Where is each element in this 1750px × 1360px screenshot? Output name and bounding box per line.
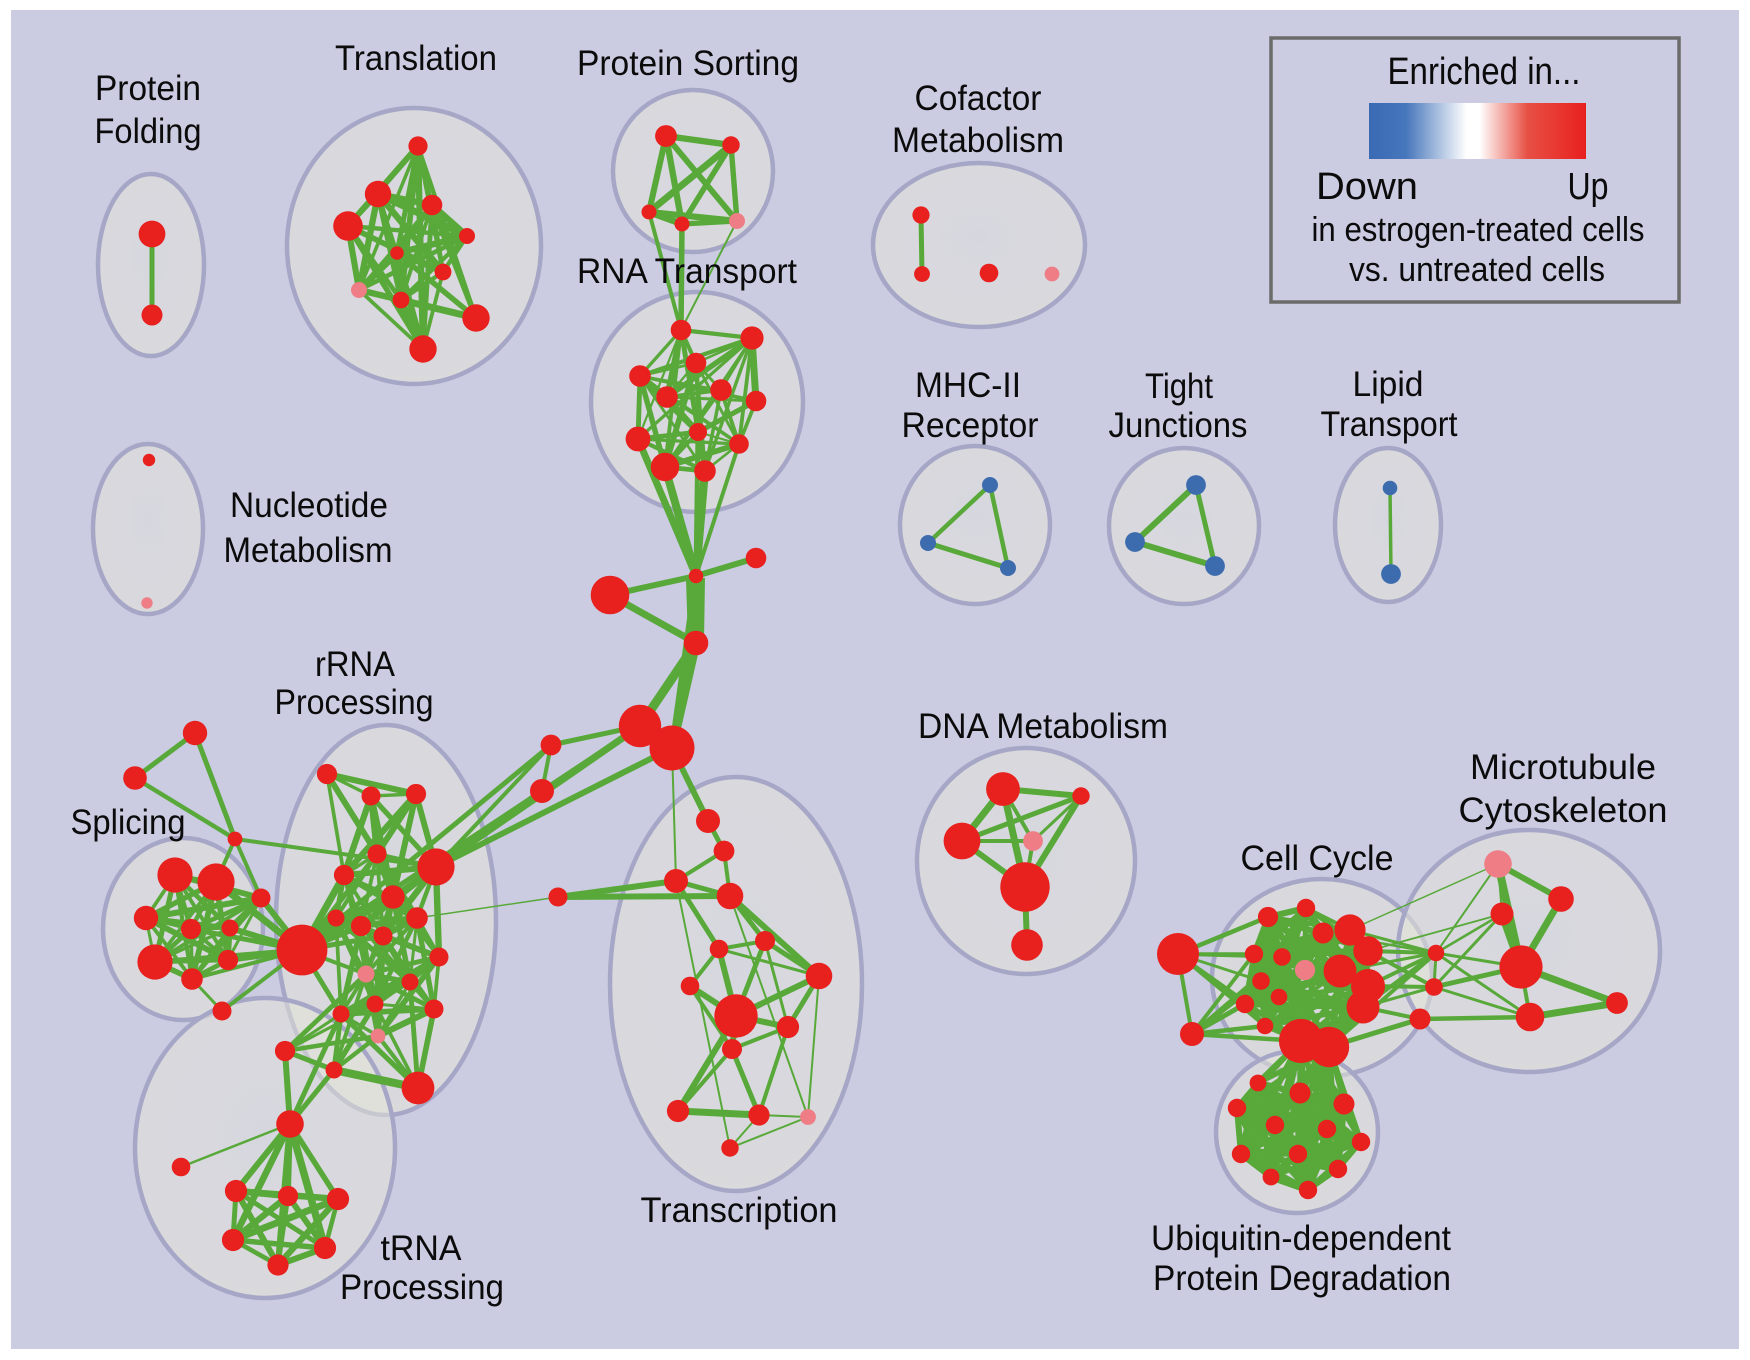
svg-text:Cell Cycle: Cell Cycle <box>1241 839 1394 878</box>
svg-text:rRNA: rRNA <box>315 645 396 684</box>
svg-text:RNA Transport: RNA Transport <box>577 252 797 291</box>
svg-text:Enriched in...: Enriched in... <box>1388 51 1581 93</box>
svg-text:Processing: Processing <box>275 683 434 722</box>
svg-text:Receptor: Receptor <box>902 406 1039 445</box>
svg-text:Down: Down <box>1316 166 1418 208</box>
svg-text:Splicing: Splicing <box>71 803 186 842</box>
svg-text:Protein Degradation: Protein Degradation <box>1153 1259 1451 1298</box>
svg-text:Tight: Tight <box>1145 367 1213 406</box>
svg-text:Transcription: Transcription <box>641 1191 838 1230</box>
svg-text:Translation: Translation <box>335 39 497 78</box>
svg-text:Metabolism: Metabolism <box>892 121 1064 160</box>
svg-text:Ubiquitin-dependent: Ubiquitin-dependent <box>1151 1219 1451 1258</box>
svg-text:tRNA: tRNA <box>381 1229 463 1268</box>
svg-text:Cofactor: Cofactor <box>915 79 1042 118</box>
svg-text:Processing: Processing <box>340 1268 504 1307</box>
svg-text:Microtubule: Microtubule <box>1470 748 1656 787</box>
svg-text:Cytoskeleton: Cytoskeleton <box>1459 791 1668 830</box>
svg-text:Nucleotide: Nucleotide <box>230 486 388 525</box>
svg-text:Protein Sorting: Protein Sorting <box>577 44 799 83</box>
svg-text:Metabolism: Metabolism <box>224 531 393 570</box>
svg-text:in estrogen-treated cells: in estrogen-treated cells <box>1312 211 1645 249</box>
svg-text:DNA Metabolism: DNA Metabolism <box>918 707 1168 746</box>
svg-text:vs. untreated cells: vs. untreated cells <box>1349 251 1605 289</box>
svg-text:Up: Up <box>1568 166 1609 208</box>
svg-text:Protein: Protein <box>95 69 201 108</box>
svg-text:Lipid: Lipid <box>1353 365 1424 404</box>
svg-text:Junctions: Junctions <box>1109 406 1248 445</box>
svg-text:Transport: Transport <box>1321 405 1458 444</box>
svg-text:Folding: Folding <box>95 112 202 151</box>
svg-text:MHC-II: MHC-II <box>915 366 1021 405</box>
